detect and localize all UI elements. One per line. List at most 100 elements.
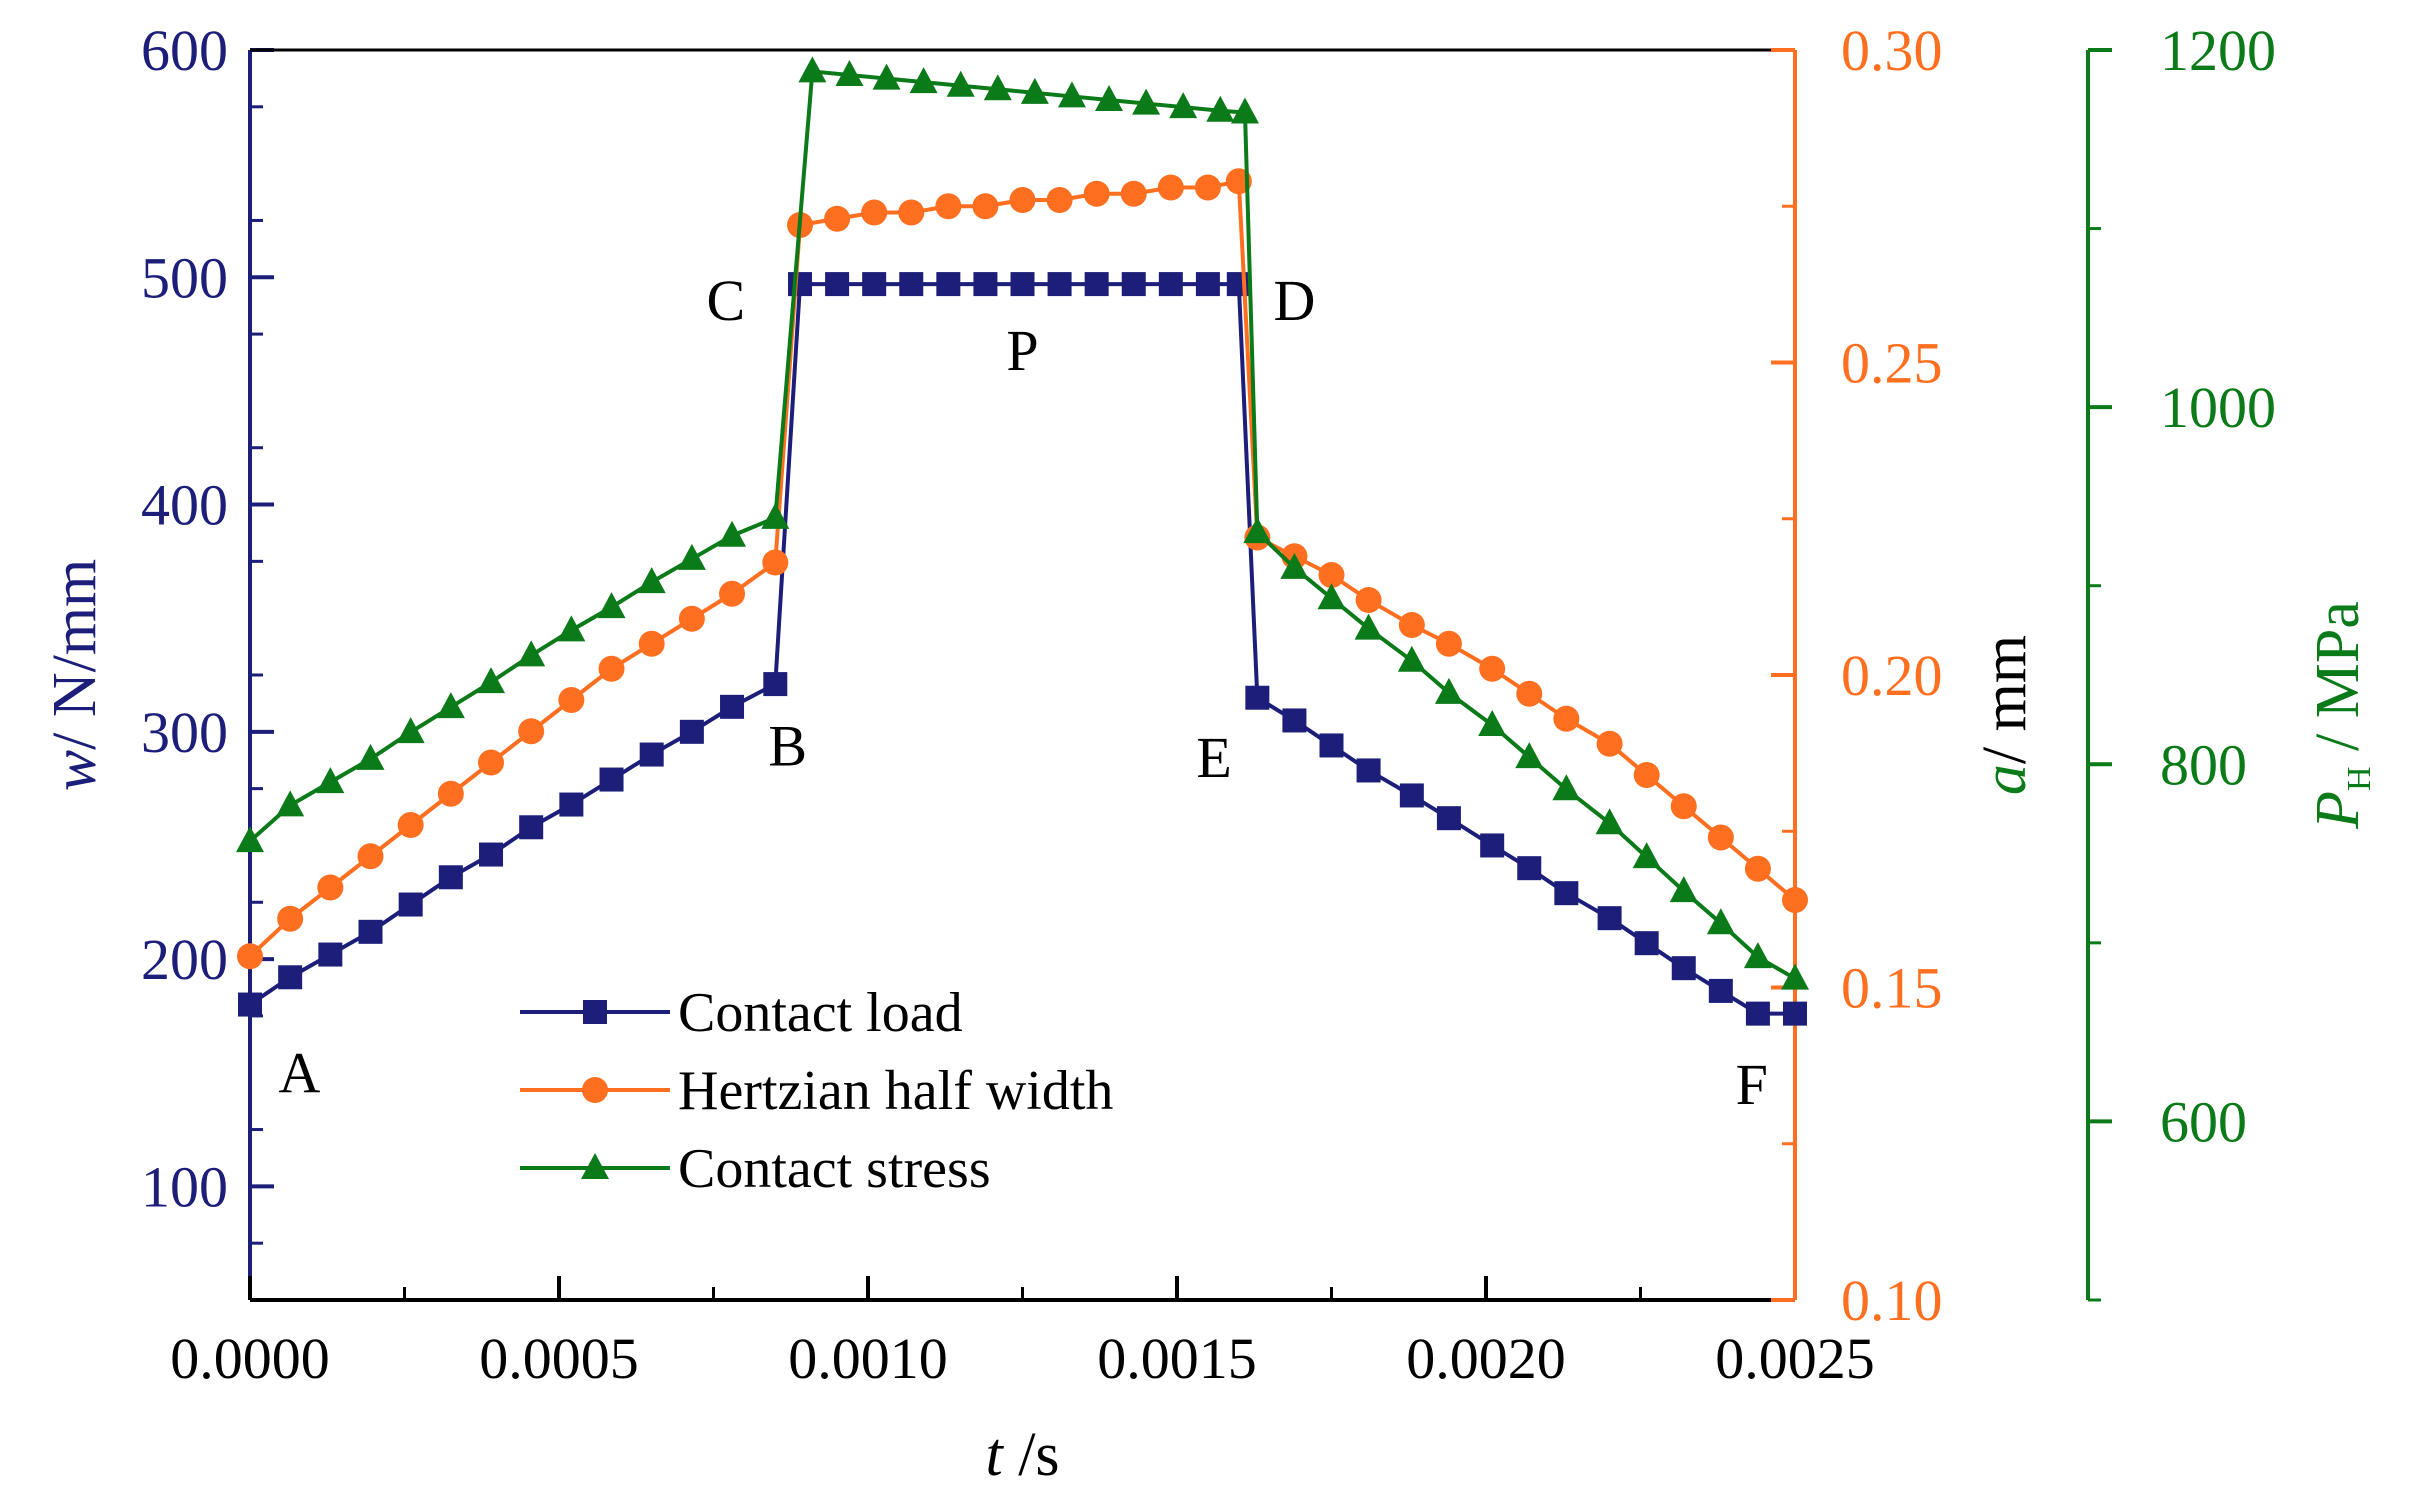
legend-label: Contact load xyxy=(678,982,963,1044)
data-point xyxy=(1706,908,1735,935)
data-point xyxy=(720,694,745,719)
right2-tick-label: 1000 xyxy=(2160,375,2276,440)
right2-axis-title-var: P xyxy=(2304,791,2372,830)
data-point xyxy=(1515,742,1544,769)
data-point xyxy=(1744,855,1771,882)
data-point xyxy=(1399,783,1424,808)
legend-marker xyxy=(582,1077,608,1103)
left-tick-label: 400 xyxy=(141,473,228,538)
data-point xyxy=(397,812,424,838)
right2-tick-label: 600 xyxy=(2160,1089,2247,1154)
data-point xyxy=(677,543,706,570)
data-point xyxy=(479,842,504,867)
right2-axis-title-sub: H xyxy=(2341,766,2378,791)
data-point xyxy=(356,743,385,770)
series-contact-load xyxy=(238,272,1807,1026)
data-point xyxy=(238,992,262,1017)
data-point xyxy=(1206,95,1235,122)
data-point xyxy=(1230,97,1259,124)
data-point xyxy=(396,717,425,744)
data-point xyxy=(835,60,864,86)
data-point xyxy=(1707,824,1734,851)
data-point xyxy=(788,272,813,297)
data-point xyxy=(1743,942,1772,969)
data-point xyxy=(1597,906,1622,931)
data-point xyxy=(599,767,624,792)
legend-label: Contact stress xyxy=(678,1138,991,1200)
data-point xyxy=(438,865,463,890)
right1-tick-label: 0.20 xyxy=(1841,643,1943,708)
data-point xyxy=(1095,85,1124,111)
data-point xyxy=(398,892,423,917)
annotation-f: F xyxy=(1736,1052,1768,1117)
right1-axis-title: a/ mm xyxy=(1971,635,2039,795)
data-point xyxy=(1671,956,1696,981)
data-point xyxy=(1356,758,1381,783)
data-point xyxy=(762,549,789,576)
data-point xyxy=(1397,645,1426,672)
x-tick-label: 0.0015 xyxy=(1097,1326,1257,1391)
data-point xyxy=(559,792,584,817)
right1-tick-label: 0.15 xyxy=(1841,956,1943,1021)
series-contact-stress xyxy=(236,56,1809,990)
data-point xyxy=(936,272,961,297)
data-point xyxy=(639,742,664,767)
plot-frame: 100 200 300 400 500 600 w/ N/mm 0.0000 0.0005 0.0… xyxy=(41,18,2378,1489)
data-point xyxy=(1046,187,1073,213)
data-point xyxy=(1434,677,1463,704)
legend-marker xyxy=(581,1153,609,1179)
data-point xyxy=(1317,583,1346,610)
data-point xyxy=(898,199,925,226)
right2-axis-title: PH / MPa xyxy=(2304,601,2378,830)
data-point xyxy=(1435,630,1462,657)
data-point xyxy=(1633,762,1660,788)
x-axis-title-var: t xyxy=(985,1421,1004,1489)
data-point xyxy=(1121,272,1146,297)
data-point xyxy=(718,520,747,547)
data-point xyxy=(236,826,264,853)
data-point xyxy=(436,692,465,719)
x-axis-title: t /s xyxy=(985,1421,1059,1489)
data-point xyxy=(1632,842,1661,869)
data-point xyxy=(358,919,383,944)
data-point xyxy=(1194,174,1221,201)
data-point xyxy=(1195,272,1220,297)
series-line xyxy=(248,179,1797,958)
left-tick-label: 600 xyxy=(141,18,228,83)
data-point xyxy=(972,193,999,220)
data-point xyxy=(763,672,788,697)
data-point xyxy=(1009,187,1036,213)
annotation-d: D xyxy=(1273,268,1315,333)
data-point xyxy=(872,63,901,90)
data-point xyxy=(278,965,303,990)
data-point xyxy=(946,70,975,97)
data-point xyxy=(983,74,1012,101)
legend-entry: Hertzian half width xyxy=(520,1060,1113,1122)
data-point xyxy=(679,719,704,744)
x-tick-label: 0.0000 xyxy=(170,1326,330,1391)
x-tick-label: 0.0025 xyxy=(1715,1326,1875,1391)
data-point xyxy=(1355,587,1382,613)
data-point xyxy=(1319,733,1344,758)
data-point xyxy=(318,942,343,967)
annotation-c: C xyxy=(707,268,746,333)
data-point xyxy=(1226,272,1251,297)
data-point xyxy=(825,272,850,297)
data-point xyxy=(316,767,345,794)
data-point xyxy=(935,193,962,220)
data-point xyxy=(1318,562,1345,588)
data-point xyxy=(637,567,666,594)
legend-entry: Contact stress xyxy=(520,1138,991,1200)
data-point xyxy=(437,780,464,807)
data-point xyxy=(1120,180,1147,207)
data-point xyxy=(517,640,546,667)
data-point xyxy=(1669,876,1698,903)
data-point xyxy=(1708,978,1733,1003)
data-point xyxy=(899,272,924,297)
data-point xyxy=(1243,517,1272,544)
right2-tick-label: 1200 xyxy=(2160,18,2276,83)
right2-tick-label: 800 xyxy=(2160,732,2247,797)
data-point xyxy=(1132,88,1161,115)
series-hertzian-half-width xyxy=(237,168,1808,970)
